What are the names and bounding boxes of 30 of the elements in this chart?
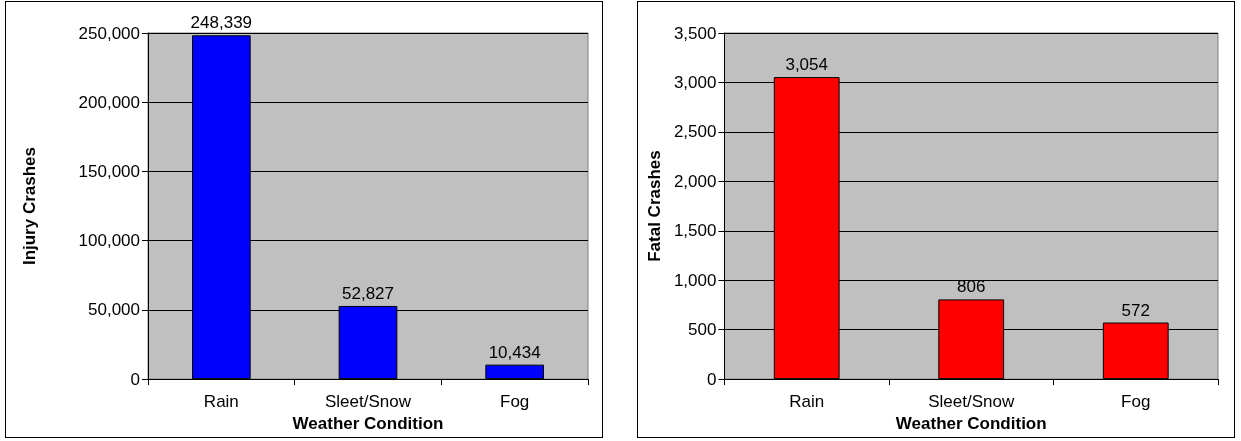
x-axis-title: Weather Condition: [292, 414, 444, 433]
y-tick-label: 2,000: [673, 171, 717, 191]
y-tick-label: 0: [706, 369, 717, 389]
y-tick-label: 3,000: [673, 72, 717, 92]
data-label: 10,434: [488, 342, 541, 362]
y-tick-label: 150,000: [78, 161, 140, 181]
y-tick-label: 2,500: [673, 122, 717, 142]
x-tick-label: Sleet/Snow: [325, 392, 412, 412]
data-label: 572: [1121, 300, 1150, 320]
bar: [485, 364, 544, 380]
data-label: 52,827: [342, 283, 394, 303]
y-axis-title: Fatal Crashes: [645, 150, 664, 262]
y-tick-label: 100,000: [78, 231, 140, 251]
y-tick-label: 1,000: [673, 270, 717, 290]
y-tick-label: 50,000: [88, 300, 140, 320]
x-axis-title: Weather Condition: [895, 414, 1047, 433]
x-tick-label: Fog: [1121, 392, 1151, 412]
y-tick-label: 1,500: [673, 221, 717, 241]
data-label: 3,054: [785, 55, 828, 75]
x-tick-label: Rain: [789, 392, 825, 412]
y-tick-label: 200,000: [78, 92, 140, 112]
y-tick-label: 0: [130, 369, 140, 389]
x-tick-label: Fog: [500, 392, 530, 412]
x-tick-label: Rain: [203, 392, 239, 412]
y-tick-label: 250,000: [78, 23, 140, 43]
y-tick-label: 500: [688, 320, 717, 340]
x-tick-label: Sleet/Snow: [928, 392, 1015, 412]
y-axis-title: Injury Crashes: [20, 147, 39, 266]
data-label: 248,339: [190, 13, 253, 33]
y-tick-label: 3,500: [673, 23, 717, 43]
